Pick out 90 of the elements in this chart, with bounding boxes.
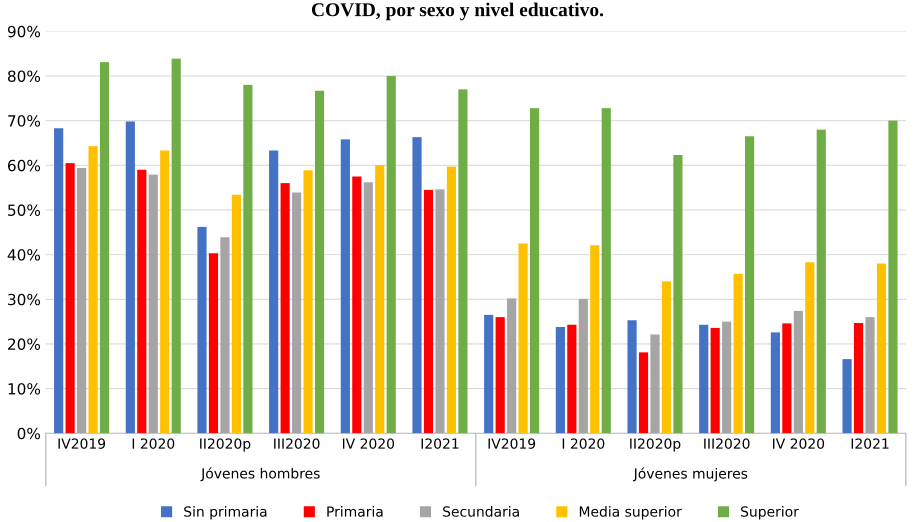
x-tick-label: III2020	[274, 438, 320, 449]
y-tick-label: 70%	[8, 115, 40, 127]
bar	[88, 146, 98, 434]
bar	[602, 108, 611, 434]
bar	[710, 328, 720, 434]
bar	[340, 139, 350, 434]
bar	[197, 226, 207, 434]
bar	[435, 189, 445, 434]
bar	[662, 281, 672, 434]
bar	[556, 326, 565, 434]
y-tick-label: 10%	[8, 383, 40, 395]
y-tick-label: 40%	[8, 249, 40, 261]
y-tick-label: 30%	[8, 294, 40, 306]
x-tick-label: IV 2020	[773, 438, 824, 449]
bar	[100, 62, 110, 434]
bar	[54, 128, 64, 434]
bar	[424, 190, 434, 434]
bar	[722, 322, 732, 434]
bar	[160, 150, 170, 434]
x-tick-label: IV2019	[488, 438, 536, 449]
y-tick-label: 80%	[8, 70, 40, 82]
x-tick-label: I 2020	[562, 438, 604, 449]
bar	[232, 194, 241, 434]
bar	[280, 183, 290, 434]
bar	[782, 323, 792, 434]
x-tick-label: II2020p	[630, 438, 680, 452]
x-tick-label: I2021	[422, 438, 458, 449]
bar	[673, 155, 683, 434]
bar	[77, 168, 86, 434]
bar	[794, 310, 803, 434]
x-tick-label: III2020	[704, 438, 750, 449]
bar	[627, 320, 637, 434]
bar	[507, 298, 516, 434]
bar	[458, 89, 468, 434]
text: Jóvenes mujeres	[632, 467, 748, 482]
bar	[243, 84, 252, 434]
bar	[770, 332, 780, 434]
bar	[208, 253, 218, 434]
bar	[148, 174, 158, 434]
bar	[220, 237, 230, 434]
text: Jóvenes hombres	[200, 467, 320, 482]
bar	[699, 324, 708, 434]
bar	[137, 170, 146, 434]
bar	[446, 166, 456, 434]
legend-label: Primaria	[327, 506, 383, 517]
bar	[734, 274, 743, 434]
legend-label: Superior	[741, 506, 799, 520]
bar	[745, 136, 754, 434]
bar	[865, 317, 875, 434]
legend-label: Sin primaria	[184, 506, 266, 520]
bar	[530, 108, 540, 434]
bar	[816, 130, 826, 434]
bar	[518, 243, 528, 434]
bar	[876, 264, 886, 434]
y-tick-label: 90%	[8, 26, 40, 38]
bar	[638, 352, 648, 434]
bar	[126, 122, 135, 434]
bar	[888, 120, 898, 434]
bar	[303, 170, 313, 434]
bar	[496, 317, 505, 434]
chart-title: COVID, por sexo y nivel educativo.	[312, 2, 604, 20]
y-tick-label: 20%	[8, 338, 40, 350]
legend-label: Secundaria	[443, 506, 519, 517]
bar	[292, 192, 302, 434]
bar	[805, 262, 814, 434]
bar	[484, 314, 494, 434]
bar	[578, 298, 588, 434]
y-tick-label: 50%	[8, 204, 40, 216]
x-tick-label: II2020p	[200, 438, 250, 452]
y-tick-label: 60%	[8, 160, 40, 172]
bar	[567, 324, 576, 434]
bar	[172, 58, 181, 434]
bar	[269, 150, 278, 434]
x-tick-label: IV 2020	[342, 438, 394, 449]
y-tick-label: 0%	[18, 428, 40, 440]
bar	[854, 322, 864, 434]
bar	[375, 165, 384, 434]
legend-label: Media superior	[580, 506, 682, 520]
bar	[364, 182, 373, 434]
bar	[842, 359, 852, 434]
x-tick-label: I2021	[852, 438, 888, 449]
bar	[352, 176, 362, 434]
bar	[66, 163, 75, 434]
x-tick-label: I 2020	[132, 438, 174, 449]
bar	[590, 245, 600, 434]
bar	[386, 76, 396, 434]
bar	[650, 334, 660, 434]
bar	[412, 137, 422, 434]
x-tick-label: IV2019	[58, 438, 106, 449]
bar	[314, 90, 324, 434]
